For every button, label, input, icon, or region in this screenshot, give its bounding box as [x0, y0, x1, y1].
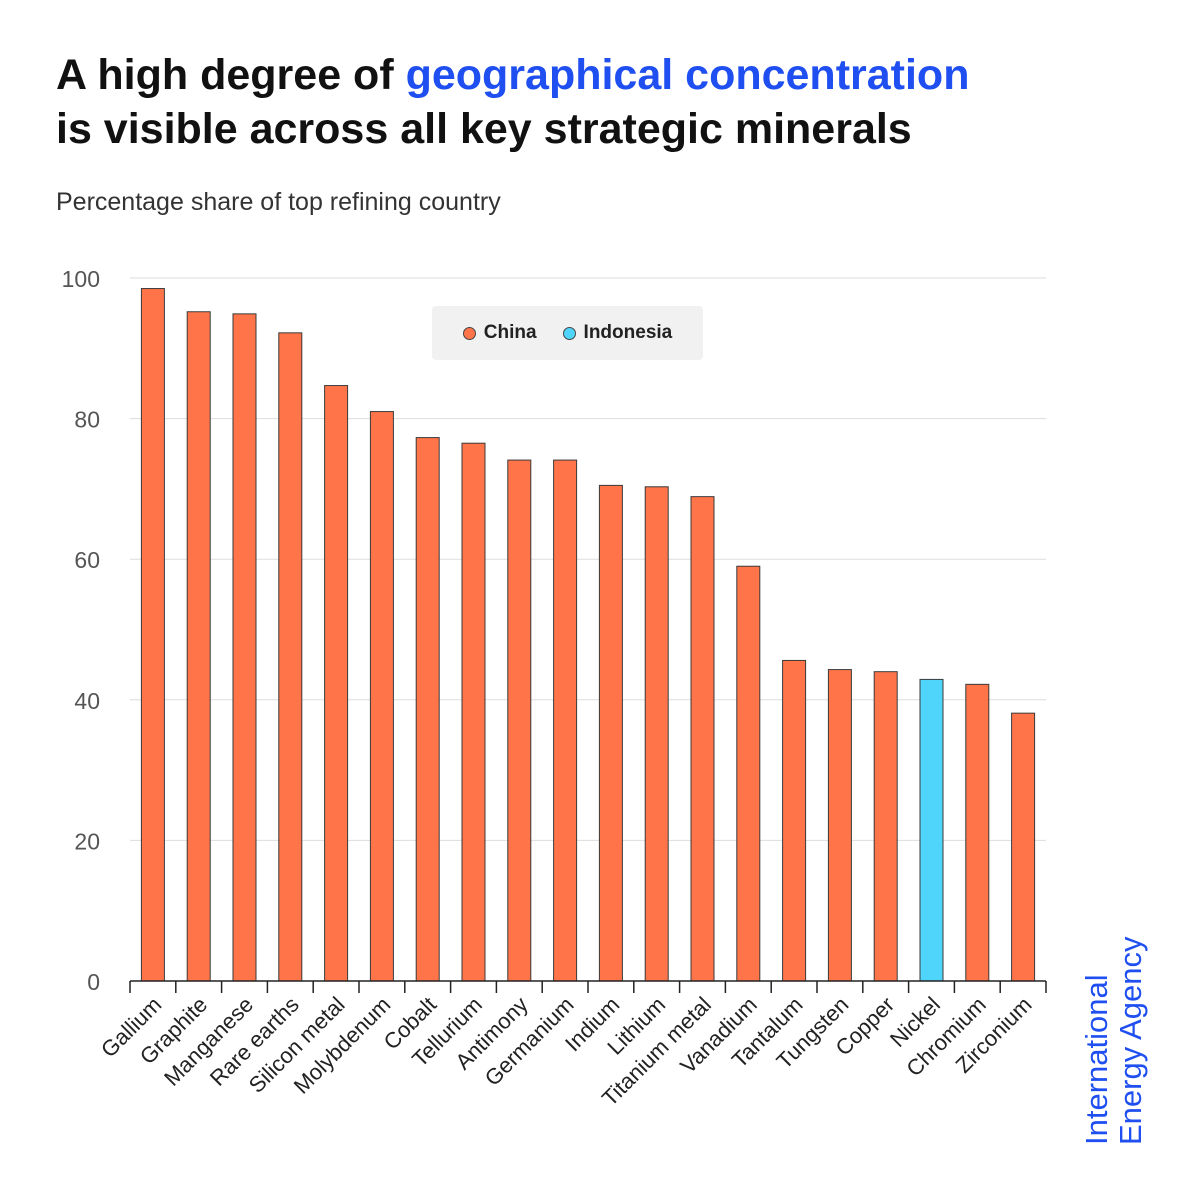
bar-silicon-metal: [324, 385, 349, 982]
bar-tellurium: [461, 442, 486, 982]
y-tick-label: 20: [74, 828, 100, 854]
title-part-2: is visible across all key strategic mine…: [56, 105, 912, 153]
logo-line-1: International: [1079, 974, 1114, 1145]
y-tick-label: 60: [74, 547, 100, 573]
y-tick-label: 40: [74, 688, 100, 714]
title-part-1: A high degree of: [56, 51, 406, 99]
bar-indium: [598, 484, 623, 982]
y-tick-label: 0: [87, 969, 100, 995]
bar-lithium: [644, 486, 669, 982]
legend-label-indonesia: Indonesia: [583, 322, 673, 343]
y-tick-label: 100: [62, 266, 100, 292]
bar-gallium: [140, 288, 165, 982]
bar-manganese: [232, 313, 257, 982]
legend-swatch-indonesia: [562, 326, 576, 340]
iea-logo: International Energy Agency: [1079, 936, 1148, 1145]
legend-swatch-china: [462, 326, 476, 340]
legend-item-indonesia: Indonesia: [562, 322, 673, 344]
bar-vanadium: [736, 565, 761, 982]
bar-copper: [873, 671, 898, 982]
legend-label-china: China: [483, 322, 537, 343]
bar-chromium: [965, 683, 990, 982]
bar-titanium-metal: [690, 496, 715, 982]
bar-cobalt: [415, 437, 440, 982]
logo-line-2: Energy Agency: [1113, 936, 1148, 1145]
bar-zirconium: [1011, 712, 1036, 982]
legend: China Indonesia: [432, 306, 703, 360]
chart-title: A high degree of geographical concentrat…: [56, 48, 1156, 156]
bar-germanium: [553, 459, 578, 982]
bar-graphite: [186, 311, 211, 982]
bar-molybdenum: [369, 411, 394, 982]
bar-nickel: [919, 678, 944, 982]
y-tick-label: 80: [74, 407, 100, 433]
title-highlight: geographical concentration: [405, 51, 970, 99]
chart-subtitle: Percentage share of top refining country: [56, 188, 501, 216]
legend-item-china: China: [462, 322, 537, 344]
bar-antimony: [507, 459, 532, 982]
bar-tungsten: [827, 669, 852, 982]
bar-rare-earths: [278, 332, 303, 982]
bar-tantalum: [782, 659, 807, 982]
